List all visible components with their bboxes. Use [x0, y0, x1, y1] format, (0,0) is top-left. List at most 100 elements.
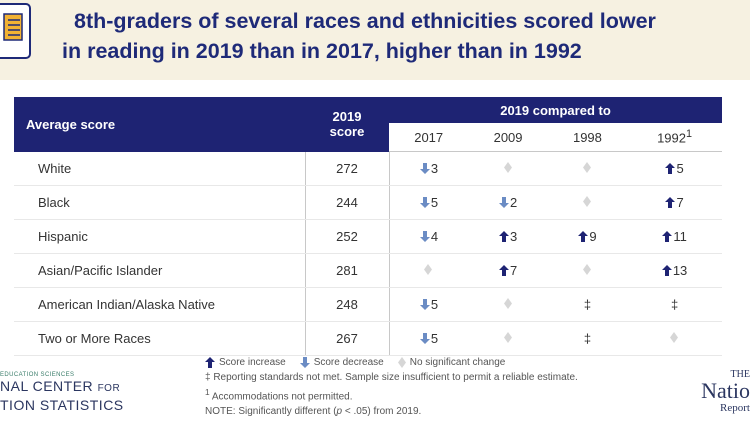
comparison-cell: ‡ [547, 287, 628, 322]
legend-decrease: Score decrease [313, 357, 384, 368]
table-row: Asian/Pacific Islander 281 7 13 [14, 253, 722, 288]
change-value: 9 [589, 228, 597, 244]
header-compared-to: 2019 compared to [389, 97, 722, 123]
comparison-value: 13 [661, 262, 688, 278]
comparison-cell: ‡ [547, 321, 628, 356]
change-value: 13 [672, 262, 688, 278]
comparison-cell: 5 [389, 287, 469, 322]
table-row: White 272 3 5 [14, 151, 722, 186]
comparison-value: 5 [419, 194, 439, 210]
no-change-icon [582, 264, 591, 275]
score-decrease-icon [419, 196, 430, 208]
change-value: 4 [430, 228, 439, 244]
change-value: 5 [430, 194, 439, 210]
comparison-cell: 3 [389, 151, 469, 186]
score-2019: 244 [304, 185, 390, 220]
comparison-value: ‡ [584, 331, 591, 346]
page-title: 8th-graders of several races and ethnici… [62, 6, 750, 66]
change-value: 2 [509, 194, 518, 210]
change-value: 3 [430, 160, 439, 176]
score-increase-icon [578, 230, 589, 242]
comparison-cell: ‡ [627, 287, 722, 322]
score-decrease-icon [299, 357, 310, 368]
no-change-icon [670, 332, 679, 343]
nr-logo-report: Report [720, 402, 750, 414]
no-change-icon [424, 264, 433, 275]
score-increase-icon [665, 162, 676, 174]
group-name: Two or More Races [14, 321, 305, 356]
comparison-cell [547, 185, 628, 220]
comparison-cell: 11 [627, 219, 722, 254]
change-value: ‡ [583, 331, 592, 346]
no-change-icon [397, 357, 406, 368]
score-increase-icon [661, 264, 672, 276]
comparison-value [582, 264, 592, 275]
legend: Score increase Score decrease No signifi… [205, 355, 578, 419]
score-increase-icon [498, 264, 509, 276]
comparison-cell: 5 [389, 185, 469, 220]
table-row: Hispanic 252 4 3 9 11 [14, 219, 722, 254]
change-value: ‡ [670, 297, 679, 312]
score-decrease-icon [498, 196, 509, 208]
legend-increase: Score increase [219, 357, 286, 368]
change-value: 7 [509, 262, 518, 278]
change-value: 5 [676, 160, 684, 176]
nces-logo-line1-a: NAL CENTER [0, 378, 94, 394]
legend-note-accommodations-text: Accommodations not permitted. [211, 391, 353, 403]
score-decrease-icon [419, 230, 430, 242]
score-decrease-icon [419, 332, 430, 344]
score-increase-icon [205, 357, 215, 368]
score-decrease-icon [419, 298, 430, 310]
score-2019: 252 [304, 219, 390, 254]
header-2019-score: 2019 score [305, 97, 389, 152]
nces-logo-line1-b: FOR [97, 383, 121, 394]
comparison-value: 3 [419, 160, 439, 176]
score-increase-icon [662, 230, 673, 242]
comparison-value: 9 [578, 228, 597, 244]
no-change-icon [582, 196, 591, 207]
comparison-cell: 3 [468, 219, 548, 254]
group-name: American Indian/Alaska Native [14, 287, 305, 322]
report-document-icon [0, 3, 31, 59]
header-average-score: Average score [14, 97, 305, 152]
comparison-value: 3 [498, 228, 518, 244]
footnote-marker: 1 [686, 128, 693, 141]
comparison-cell [468, 287, 548, 322]
comparison-value [503, 162, 513, 173]
comparison-value: 5 [665, 160, 684, 176]
change-value: 5 [430, 296, 439, 312]
comparison-value [503, 298, 513, 309]
comparison-value: ‡ [584, 297, 591, 312]
note-text-a: NOTE: Significantly different ( [205, 406, 337, 418]
comparison-value: 7 [665, 195, 684, 210]
group-name: Black [14, 185, 305, 220]
comparison-cell [389, 253, 469, 288]
title-line-2: in reading in 2019 than in 2017, higher … [62, 39, 582, 63]
note-text-b: < .05) from 2019. [342, 406, 422, 418]
score-increase-icon [498, 230, 509, 242]
comparison-cell: 2 [468, 185, 548, 220]
score-2019: 281 [304, 253, 390, 288]
comparison-value [582, 196, 592, 207]
comparison-cell [468, 151, 548, 186]
group-name: White [14, 151, 305, 186]
no-change-icon [503, 298, 512, 309]
legend-no-change: No significant change [409, 357, 506, 368]
table-row: Two or More Races 267 5 ‡ [14, 321, 722, 356]
header-year-1998: 1998 [547, 123, 628, 152]
change-value: 3 [509, 228, 518, 244]
nations-report-card-logo: THE Natio Report [701, 370, 750, 415]
comparison-value: 5 [419, 296, 439, 312]
no-change-icon [582, 162, 591, 173]
comparison-cell [547, 253, 628, 288]
group-name: Asian/Pacific Islander [14, 253, 305, 288]
comparison-value [582, 162, 592, 173]
table-row: Black 244 5 2 7 [14, 185, 722, 220]
title-line-1: 8th-graders of several races and ethnici… [74, 9, 656, 33]
table-row: American Indian/Alaska Native 248 5 ‡ ‡ [14, 287, 722, 322]
score-2019: 267 [304, 321, 390, 356]
comparison-cell: 9 [547, 219, 628, 254]
comparison-cell: 7 [627, 185, 722, 220]
legend-note-accommodations: 1 Accommodations not permitted. [205, 385, 578, 404]
comparison-cell: 7 [468, 253, 548, 288]
